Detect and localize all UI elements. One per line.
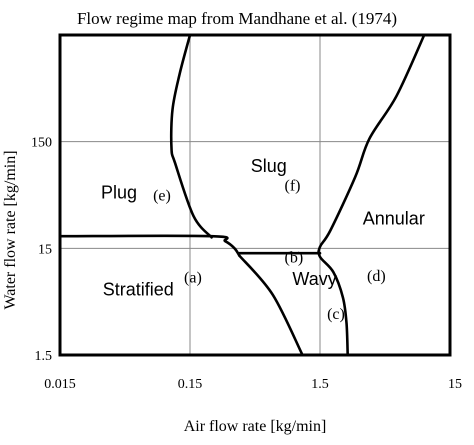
y-tick-label: 150	[31, 136, 52, 151]
x-tick-label: 0.15	[178, 377, 203, 392]
boundary-stratified-wavy	[238, 254, 304, 357]
boundary-stratified-upper	[58, 234, 241, 257]
x-tick-label: 0.015	[44, 377, 76, 392]
label-plug: Plug	[101, 182, 137, 202]
y-tick-label: 1.5	[35, 349, 53, 364]
y-tick-label: 15	[38, 242, 52, 257]
x-tick-label: 1.5	[311, 377, 329, 392]
label-d: (d)	[367, 268, 386, 285]
regime-labels: Plug (e) Slug (f) Annular (b) Wavy (d) (c) Strati…	[101, 156, 425, 323]
label-c: (c)	[327, 306, 345, 323]
regime-boundaries	[58, 33, 426, 357]
label-a: (a)	[184, 269, 202, 286]
y-axis-label: Water flow rate [kg/min]	[2, 150, 19, 309]
x-axis-label: Air flow rate [kg/min]	[184, 418, 327, 435]
label-stratified: Stratified	[103, 280, 174, 300]
plot-frame	[58, 33, 452, 357]
label-b: (b)	[285, 250, 304, 267]
label-e: (e)	[153, 188, 171, 205]
boundary-annular-boundary	[317, 33, 426, 357]
label-f: (f)	[285, 178, 301, 195]
label-annular: Annular	[363, 209, 425, 229]
x-tick-label: 15	[448, 377, 462, 392]
tick-labels: 0.015 0.15 1.5 15 1.5 15 150	[31, 136, 462, 392]
grid	[60, 35, 450, 355]
chart-title: Flow regime map from Mandhane et al. (19…	[77, 9, 397, 28]
boundary-plug-slug-left	[169, 33, 213, 239]
label-slug: Slug	[251, 156, 287, 176]
label-wavy: Wavy	[292, 269, 336, 289]
